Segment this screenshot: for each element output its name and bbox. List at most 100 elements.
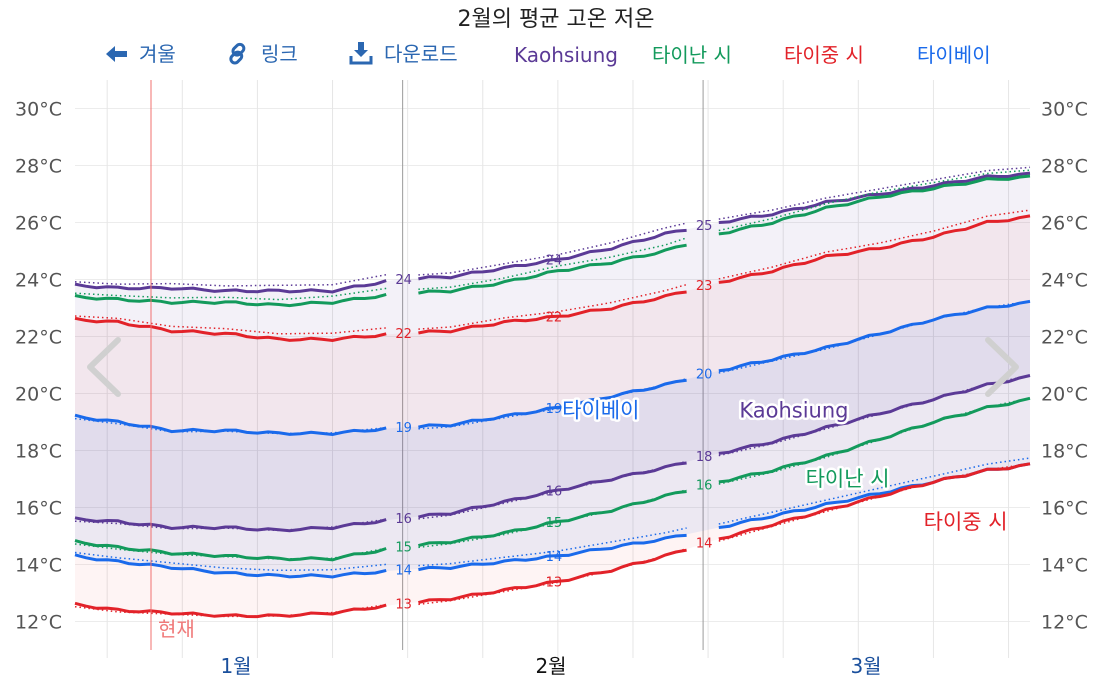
series-name-label: Kaohsiung [739, 399, 848, 423]
series-line [74, 601, 387, 619]
data-label: 22 [546, 311, 563, 326]
data-label: 14 [696, 536, 713, 551]
data-label: 15 [546, 516, 563, 531]
series-line-dotted [418, 237, 687, 290]
data-label: 24 [546, 254, 563, 269]
series-line [418, 533, 687, 572]
y-tick-label: 18°C [15, 441, 62, 463]
y-tick-label: 30°C [1041, 99, 1088, 121]
y-tick-label: 24°C [15, 270, 62, 292]
data-label: 23 [696, 279, 713, 294]
band-타이중 시 [75, 216, 1030, 616]
y-tick-label: 14°C [15, 555, 62, 577]
legend-nav-download[interactable]: 다운로드 [349, 42, 458, 66]
next-month-button[interactable] [985, 337, 1019, 397]
data-label: 24 [395, 273, 412, 288]
month-label[interactable]: 1월 [220, 654, 251, 678]
y-tick-label: 26°C [1041, 213, 1088, 235]
series-line [718, 299, 1031, 373]
series-line [718, 214, 1031, 284]
y-tick-label: 22°C [15, 327, 62, 349]
y-tick-label: 28°C [1041, 156, 1088, 178]
series-line [718, 462, 1031, 541]
series-line [418, 228, 687, 281]
chevron-right-icon [985, 337, 1019, 397]
data-label: 16 [395, 512, 412, 527]
series-line [418, 461, 687, 519]
legend-series-item[interactable]: 타이베이 [917, 43, 991, 67]
data-label: 22 [395, 327, 412, 342]
band-타이베이 [75, 302, 1030, 576]
data-label: 25 [696, 219, 713, 234]
data-label: 13 [395, 597, 412, 612]
data-label: 20 [696, 368, 713, 383]
y-tick-label: 20°C [1041, 384, 1088, 406]
grid [75, 80, 1030, 658]
y-tick-label: 12°C [1041, 612, 1088, 634]
series-line [418, 243, 687, 295]
temperature-bands [75, 174, 1030, 616]
series-line [74, 516, 387, 533]
chevron-left-icon [87, 337, 121, 397]
series-line [418, 378, 687, 429]
download-icon [349, 42, 373, 65]
series-line [418, 548, 687, 605]
series-line-dotted [718, 209, 1031, 280]
y-axis-right: 12°C 14°C 16°C 18°C 20°C 22°C 24°C 26°C 28°C 30°C [1041, 99, 1088, 634]
data-label: 14 [546, 550, 563, 565]
series-line [74, 316, 387, 343]
data-label: 18 [696, 450, 713, 465]
legend: 겨울 링크 다운로드 Kaohsiung 타이난 시 타이중 시 타이베이 [106, 42, 991, 67]
y-tick-label: 18°C [1041, 441, 1088, 463]
data-label: 19 [395, 421, 412, 436]
series-line [74, 539, 387, 562]
legend-nav-label: 겨울 [139, 42, 176, 66]
series-line [74, 292, 387, 308]
data-label: 14 [395, 564, 412, 579]
series-line-dotted [418, 377, 687, 430]
series-name-label: 타이난 시 [806, 467, 890, 491]
series-line-dotted [718, 166, 1031, 220]
series-line-dotted [418, 222, 687, 276]
month-label[interactable]: 3월 [850, 654, 881, 678]
band-Kaohsiung [75, 174, 1030, 531]
now-label: 현재 [158, 617, 195, 641]
arrow-left-icon [106, 46, 127, 62]
series-line-dotted [718, 457, 1031, 525]
series-name-label: 타이중 시 [924, 510, 1008, 534]
series-line [718, 174, 1031, 236]
series-line [418, 490, 687, 548]
legend-nav-link[interactable]: 링크 [229, 42, 298, 66]
link-icon [229, 42, 246, 65]
series-line-dotted [418, 527, 687, 567]
series-line-dotted [418, 283, 687, 330]
legend-series-item[interactable]: 타이중 시 [784, 43, 864, 67]
series-line [718, 374, 1031, 455]
previous-month-button[interactable] [87, 337, 121, 397]
series-line [74, 413, 387, 437]
y-axis-left: 12°C 14°C 16°C 18°C 20°C 22°C 24°C 26°C 28°C 30°C [15, 99, 62, 634]
data-label: 15 [395, 540, 412, 555]
y-tick-label: 14°C [1041, 555, 1088, 577]
y-tick-label: 12°C [15, 612, 62, 634]
month-label-current: 2월 [535, 654, 566, 678]
y-tick-label: 24°C [1041, 270, 1088, 292]
data-label: 16 [696, 479, 713, 494]
legend-series-item[interactable]: Kaohsiung [514, 43, 618, 67]
series-line-dotted [418, 547, 687, 606]
series-line-dotted [418, 460, 687, 520]
series-line [74, 279, 387, 294]
series-line [74, 553, 387, 579]
series-name-label: 타이베이 [562, 399, 639, 423]
y-tick-label: 16°C [15, 498, 62, 520]
series-lines [74, 166, 1031, 619]
series-line-dotted [74, 273, 387, 287]
y-tick-label: 22°C [1041, 327, 1088, 349]
data-label: 16 [546, 484, 563, 499]
chart-title: 2월의 평균 고온 저온 [458, 7, 655, 32]
legend-series-item[interactable]: 타이난 시 [652, 43, 732, 67]
legend-nav-arrow-left[interactable]: 겨울 [106, 42, 176, 66]
legend-nav-label: 링크 [261, 42, 298, 66]
x-axis: 1월 2월 3월 [220, 654, 881, 678]
